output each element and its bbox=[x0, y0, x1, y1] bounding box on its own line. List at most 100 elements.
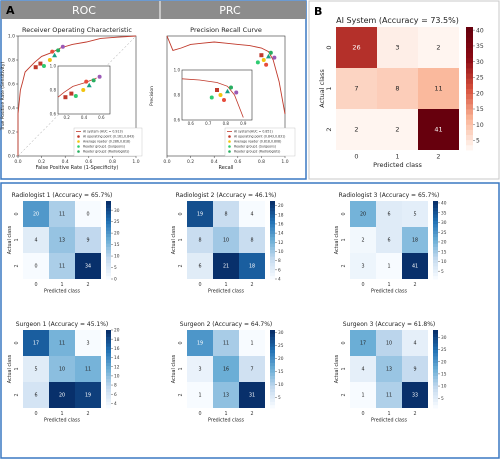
cm-rad3-cell bbox=[376, 253, 402, 279]
cm-rad1-xtick-label: 1 bbox=[60, 282, 63, 288]
cm-surg1-colorbar-label: 10 bbox=[114, 373, 120, 379]
cm-rad2-cell bbox=[187, 201, 213, 227]
cm-ai-cell-value: 8 bbox=[395, 85, 399, 93]
roc-ytick-label: 0.6 bbox=[8, 82, 15, 88]
cm-rad3-cell-value: 18 bbox=[412, 238, 418, 244]
cm-ai-colorbar-segment bbox=[466, 27, 473, 33]
roc-legend-swatch bbox=[77, 145, 80, 148]
roc-reader-point bbox=[41, 64, 46, 68]
cm-surg1-cell-value: 11 bbox=[59, 341, 65, 347]
cm-surg3-colorbar-label: 5 bbox=[441, 396, 444, 402]
cm-surg3-cell-value: 1 bbox=[361, 393, 364, 399]
cm-ai-cell bbox=[418, 27, 459, 68]
cm-rad3-colorbar-label: 25 bbox=[441, 230, 447, 236]
cm-rad3-cell bbox=[402, 253, 428, 279]
prc-ylabel: Precision bbox=[149, 86, 155, 106]
cm-surg3-colorbar-segment bbox=[433, 359, 438, 363]
cm-rad1-colorbar-segment bbox=[106, 243, 111, 247]
cm-rad2-colorbar-segment bbox=[270, 227, 275, 231]
cm-rad2-colorbar-segment bbox=[270, 243, 275, 247]
cm-surg3-colorbar-segment bbox=[433, 398, 438, 402]
cm-rad1-xlabel: Predicted class bbox=[44, 289, 80, 295]
cm-ai-colorbar-segment bbox=[466, 98, 473, 105]
cm-rad3-colorbar-segment bbox=[433, 256, 438, 260]
cm-rad3-colorbar-segment bbox=[433, 272, 438, 277]
cm-surg1-cell bbox=[23, 330, 49, 356]
cm-rad3-colorbar-segment bbox=[433, 240, 438, 244]
cm-rad1-colorbar-segment bbox=[106, 201, 111, 205]
roc-reader-point bbox=[47, 58, 52, 62]
cm-rad3-colorbar-segment bbox=[433, 269, 438, 273]
prc-inset-ytick-label: 1.0 bbox=[174, 68, 181, 73]
cm-rad2-colorbar-label: 10 bbox=[278, 249, 284, 255]
cm-surg3-colorbar-segment bbox=[433, 404, 438, 409]
cm-ai-colorbar-label: 20 bbox=[476, 90, 484, 97]
cm-surg1-cell bbox=[49, 356, 75, 382]
cm-surg2-colorbar-segment bbox=[270, 359, 275, 363]
cm-ai-colorbar-segment bbox=[466, 78, 473, 84]
cm-ai-colorbar-label: 25 bbox=[476, 75, 484, 82]
cm-surg1-colorbar-label: 12 bbox=[114, 364, 120, 370]
radiologist-1-matrix: Radiologist 1 (Accuracy = 65.7%)20 11 04 13… bbox=[7, 192, 120, 295]
cm-surg2-colorbar-segment bbox=[270, 356, 275, 360]
prc-inset-point bbox=[225, 88, 230, 94]
roc-legend-entry: Reader group2 (Radiologists) bbox=[83, 150, 129, 154]
cm-surg1-xlabel: Predicted class bbox=[44, 418, 80, 424]
cm-surg2-colorbar-segment bbox=[270, 346, 275, 350]
cm-rad1-cell-value: 11 bbox=[59, 212, 65, 218]
cm-rad1-colorbar-segment bbox=[106, 227, 111, 231]
prc-chart: Precision Recall Curve 0.0 0.2 0.4 0.6 0.8 1.0… bbox=[149, 26, 296, 171]
cm-surg1-ytick-label: 0 bbox=[14, 341, 20, 344]
cm-ai-colorbar-segment bbox=[466, 83, 473, 89]
cm-surg2-cell-value: 1 bbox=[250, 341, 253, 347]
cm-surg1-colorbar-label: 16 bbox=[114, 346, 120, 352]
cm-rad1-colorbar-label: 20 bbox=[114, 231, 120, 237]
cm-rad3-cell-value: 1 bbox=[387, 264, 390, 270]
cm-rad3-ytick-label: 2 bbox=[341, 264, 347, 267]
cm-surg1-cell-value: 17 bbox=[33, 341, 39, 347]
cm-rad1-cell-value: 34 bbox=[85, 264, 91, 270]
cm-surg1-colorbar-segment bbox=[106, 359, 111, 363]
cm-rad1-colorbar-segment bbox=[106, 249, 111, 254]
cm-surg1-colorbar-segment bbox=[106, 356, 111, 360]
roc-legend-entry: Reader group1 (Surgeons) bbox=[83, 145, 125, 149]
panel-a-header bbox=[1, 1, 306, 19]
cm-rad3-xlabel: Predicted class bbox=[371, 289, 407, 295]
cm-rad2-xtick-label: 1 bbox=[224, 282, 227, 288]
cm-surg2-xtick-label: 0 bbox=[198, 411, 201, 417]
cm-rad1-colorbar-segment bbox=[106, 230, 111, 234]
cm-rad2-colorbar-segment bbox=[270, 204, 275, 208]
cm-surg2-colorbar-segment bbox=[270, 385, 275, 389]
cm-rad1-cell bbox=[23, 227, 49, 253]
cm-rad3-colorbar-segment bbox=[433, 201, 438, 205]
cm-rad1-cell bbox=[23, 253, 49, 279]
cm-surg2-colorbar-segment bbox=[270, 336, 275, 341]
roc-chart: Receiver Operating Characteristic 0.0 0.2 0… bbox=[0, 26, 143, 171]
cm-ai-xtick-label: 2 bbox=[436, 153, 440, 161]
cm-surg2-colorbar-segment bbox=[270, 388, 275, 393]
cm-surg2-cell-value: 13 bbox=[223, 393, 229, 399]
cm-rad2-cell bbox=[239, 253, 265, 279]
cm-surg2-colorbar-label: 15 bbox=[278, 369, 284, 375]
cm-surg1-colorbar-segment bbox=[106, 336, 111, 341]
cm-rad3-colorbar-label: 30 bbox=[441, 220, 447, 226]
prc-inset-point bbox=[218, 93, 223, 97]
cm-surg3-colorbar-segment bbox=[433, 388, 438, 393]
cm-ai-colorbar-segment bbox=[466, 93, 473, 100]
cm-ai-cell bbox=[377, 68, 418, 109]
cm-surg2-cell bbox=[187, 356, 213, 382]
cm-rad1-colorbar-segment bbox=[106, 275, 111, 280]
roc-inset-ytick-label: 1.0 bbox=[50, 64, 57, 69]
cm-surg2-colorbar-segment bbox=[270, 382, 275, 386]
prc-xtick-label: 0.2 bbox=[187, 159, 194, 165]
cm-ai-colorbar-segment bbox=[466, 52, 473, 59]
cm-rad1-colorbar-segment bbox=[106, 246, 111, 251]
cm-surg2-cell-value: 3 bbox=[198, 367, 201, 373]
cm-surg3-colorbar-segment bbox=[433, 356, 438, 360]
prc-legend-swatch bbox=[228, 140, 231, 143]
cm-surg1-colorbar-segment bbox=[106, 330, 111, 334]
cm-rad1-colorbar-segment bbox=[106, 253, 111, 257]
cm-rad3-cell bbox=[350, 253, 376, 279]
cm-rad3-ylabel: Actual class bbox=[334, 225, 340, 254]
cm-surg1-colorbar-segment bbox=[106, 391, 111, 396]
